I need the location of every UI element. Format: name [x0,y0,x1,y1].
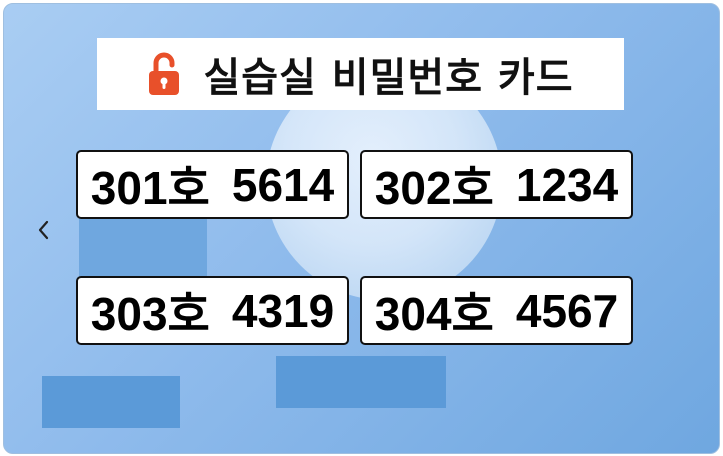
room-number: 304호 [374,287,494,340]
room-password: 5614 [231,158,335,211]
room-number: 302호 [374,161,494,214]
background-block [276,356,446,408]
background-block [42,376,180,428]
page-title: 실습실 비밀번호 카드 [203,55,574,101]
room-number: 301호 [90,161,210,214]
room-number: 303호 [90,287,210,340]
room-password: 4319 [231,284,335,337]
chevron-left-icon[interactable] [32,214,56,246]
room-code-302: 302호 1234 [360,150,633,219]
unlocked-padlock-icon [149,52,180,95]
room-code-303: 303호 4319 [76,276,349,345]
title-banner: 실습실 비밀번호 카드 [97,38,624,110]
room-password: 4567 [515,284,619,337]
room-code-304: 304호 4567 [360,276,633,345]
room-password: 1234 [515,158,619,211]
room-code-301: 301호 5614 [76,150,349,219]
